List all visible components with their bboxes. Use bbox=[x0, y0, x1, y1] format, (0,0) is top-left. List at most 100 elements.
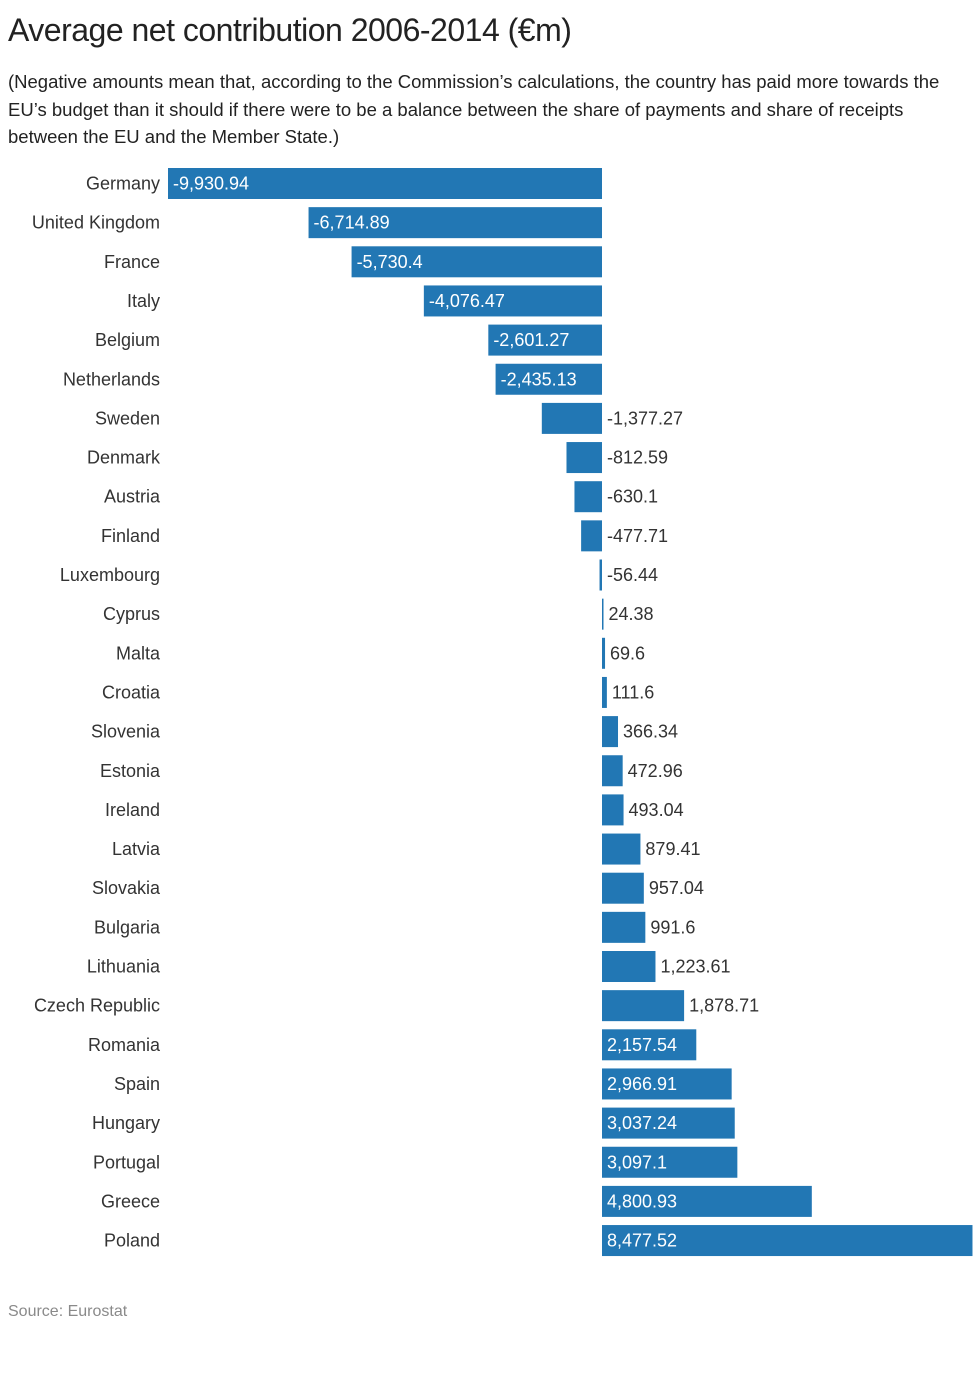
data-label: 879.41 bbox=[645, 839, 700, 859]
data-label: 4,800.93 bbox=[607, 1191, 677, 1211]
bar bbox=[602, 676, 607, 708]
bar bbox=[351, 246, 602, 278]
bar-group: Croatia 111.6 bbox=[102, 676, 654, 708]
bar bbox=[602, 911, 646, 943]
bar-group: Ireland 493.04 bbox=[105, 794, 684, 826]
bar-group: Denmark -812.59 bbox=[87, 442, 668, 474]
data-label: 3,037.24 bbox=[607, 1113, 677, 1133]
bar-group: Portugal 3,097.1 bbox=[93, 1146, 738, 1178]
category-label: Germany bbox=[86, 174, 160, 194]
bar bbox=[602, 755, 623, 787]
data-label: -2,435.13 bbox=[501, 369, 577, 389]
bar-group: Slovakia 957.04 bbox=[92, 872, 704, 904]
data-label: -6,714.89 bbox=[314, 213, 390, 233]
bar bbox=[602, 990, 685, 1022]
data-label: 69.6 bbox=[610, 643, 645, 663]
category-label: Portugal bbox=[93, 1152, 160, 1172]
category-label: Lithuania bbox=[87, 957, 161, 977]
bar bbox=[602, 794, 624, 826]
bar-group: Luxembourg -56.44 bbox=[60, 559, 658, 591]
bar-group: Spain 2,966.91 bbox=[114, 1068, 732, 1100]
data-label: -4,076.47 bbox=[429, 291, 505, 311]
bar-group: Austria -630.1 bbox=[104, 481, 658, 513]
bar bbox=[308, 207, 602, 239]
bar-group: Romania 2,157.54 bbox=[88, 1029, 697, 1061]
bar-group: Latvia 879.41 bbox=[112, 833, 700, 865]
data-label: -1,377.27 bbox=[607, 408, 683, 428]
category-label: Ireland bbox=[105, 800, 160, 820]
bar-group: Hungary 3,037.24 bbox=[92, 1107, 735, 1139]
data-label: 24.38 bbox=[609, 604, 654, 624]
data-label: -630.1 bbox=[607, 487, 658, 507]
category-label: Latvia bbox=[112, 839, 161, 859]
category-label: Netherlands bbox=[63, 369, 160, 389]
bar-group: Slovenia 366.34 bbox=[91, 716, 678, 748]
category-label: Spain bbox=[114, 1074, 160, 1094]
data-label: -812.59 bbox=[607, 448, 668, 468]
data-label: 3,097.1 bbox=[607, 1152, 667, 1172]
bar-group: Italy -4,076.47 bbox=[127, 285, 602, 317]
bar bbox=[602, 951, 656, 982]
bar-group: Sweden -1,377.27 bbox=[95, 402, 683, 434]
bar bbox=[168, 168, 602, 199]
data-label: 957.04 bbox=[649, 878, 704, 898]
data-label: -477.71 bbox=[607, 526, 668, 546]
bar-group: Finland -477.71 bbox=[101, 520, 668, 552]
data-label: 1,223.61 bbox=[660, 957, 730, 977]
category-label: Croatia bbox=[102, 682, 161, 702]
bar bbox=[602, 1029, 697, 1061]
bar bbox=[602, 1107, 735, 1139]
bar bbox=[599, 559, 602, 591]
bar-group: Estonia 472.96 bbox=[100, 755, 683, 787]
category-label: Denmark bbox=[87, 448, 161, 468]
bar bbox=[602, 1185, 812, 1217]
bar-group: Bulgaria 991.6 bbox=[94, 911, 695, 943]
bar-group: Cyprus 24.38 bbox=[103, 598, 654, 630]
bar-group: United Kingdom -6,714.89 bbox=[32, 207, 602, 239]
bar-group: Germany -9,930.94 bbox=[86, 168, 602, 199]
category-label: Luxembourg bbox=[60, 565, 160, 585]
data-label: 472.96 bbox=[628, 761, 683, 781]
bar bbox=[574, 481, 602, 513]
data-label: -56.44 bbox=[607, 565, 658, 585]
data-label: -2,601.27 bbox=[493, 330, 569, 350]
bar bbox=[602, 1225, 973, 1257]
bar bbox=[602, 1146, 738, 1178]
data-label: 111.6 bbox=[612, 682, 654, 702]
data-label: -9,930.94 bbox=[173, 174, 249, 194]
data-label: 366.34 bbox=[623, 722, 678, 742]
category-label: United Kingdom bbox=[32, 213, 160, 233]
bar-group: Netherlands -2,435.13 bbox=[63, 363, 602, 395]
category-label: Bulgaria bbox=[94, 917, 161, 937]
bar-group: Poland 8,477.52 bbox=[104, 1225, 973, 1257]
bar bbox=[581, 520, 602, 552]
bar bbox=[602, 716, 619, 748]
category-label: Finland bbox=[101, 526, 160, 546]
data-label: 2,157.54 bbox=[607, 1035, 677, 1055]
category-label: Slovakia bbox=[92, 878, 161, 898]
data-label: 2,966.91 bbox=[607, 1074, 677, 1094]
chart-subtitle: (Negative amounts mean that, according t… bbox=[8, 71, 940, 147]
category-label: Austria bbox=[104, 487, 161, 507]
data-label: 991.6 bbox=[650, 917, 695, 937]
category-label: Italy bbox=[127, 291, 160, 311]
bar bbox=[602, 637, 606, 669]
bar-group: Lithuania 1,223.61 bbox=[87, 951, 731, 982]
bar bbox=[602, 833, 641, 865]
category-label: Sweden bbox=[95, 408, 160, 428]
category-label: Poland bbox=[104, 1231, 160, 1251]
bar bbox=[602, 598, 604, 630]
category-label: Estonia bbox=[100, 761, 161, 781]
bar bbox=[423, 285, 602, 317]
bar-group: France -5,730.4 bbox=[104, 246, 602, 278]
category-label: Slovenia bbox=[91, 722, 161, 742]
bar bbox=[541, 402, 602, 434]
bar-group: Belgium -2,601.27 bbox=[95, 324, 602, 356]
category-label: Greece bbox=[101, 1191, 160, 1211]
bar bbox=[488, 324, 602, 356]
bar bbox=[495, 363, 602, 395]
bar bbox=[602, 872, 644, 904]
bar-group: Czech Republic 1,878.71 bbox=[34, 990, 759, 1022]
category-label: Romania bbox=[88, 1035, 161, 1055]
category-label: Malta bbox=[116, 643, 161, 663]
